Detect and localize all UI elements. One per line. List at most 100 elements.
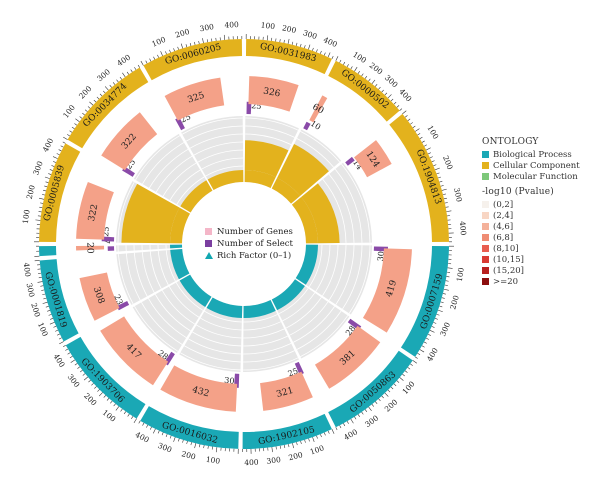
scale-tick: [62, 141, 66, 144]
scale-tick: [357, 70, 360, 74]
outer-ring-GO:0031983: [245, 39, 332, 75]
scale-tick: [40, 285, 44, 287]
scale-label: 200: [174, 27, 190, 40]
scale-tick: [51, 165, 55, 167]
scale-tick: [49, 169, 53, 171]
pvalue-legend-item-3: (6,8]: [482, 232, 600, 243]
inner-grid-line: [155, 155, 193, 193]
scale-tick: [103, 395, 106, 398]
inner-grid-line: [165, 250, 176, 282]
scale-tick: [412, 360, 418, 364]
scale-tick: [53, 325, 57, 328]
scale-tick: [45, 306, 49, 308]
select-bar-GO:0000502: [303, 121, 311, 131]
inner-sector-GO:0098552: [116, 244, 183, 252]
inner-grid-line: [184, 345, 241, 363]
scale-tick: [58, 149, 62, 152]
scale-tick: [428, 152, 431, 155]
scale-tick: [324, 432, 326, 436]
pvalue-legend-swatch: [482, 234, 489, 241]
scale-tick: [399, 108, 403, 111]
scale-tick: [169, 49, 171, 53]
scale-tick: [444, 202, 448, 204]
scale-tick: [62, 344, 66, 348]
scale-label: 300: [31, 160, 44, 177]
scale-tick: [79, 369, 83, 373]
right-legend: ONTOLOGY Biological Process Cellular Comp…: [482, 137, 600, 287]
scale-tick: [442, 293, 446, 295]
scale-tick: [138, 420, 141, 424]
scale-label: 300: [438, 321, 452, 338]
scale-label: 400: [41, 136, 56, 153]
inner-grid-line: [243, 321, 282, 331]
scale-tick: [42, 301, 48, 304]
inner-grid-line: [135, 135, 181, 181]
scale-tick: [437, 309, 443, 313]
scale-tick: [42, 293, 46, 296]
rich-factor-bar-GO:1904813: [301, 183, 340, 244]
scale-tick: [429, 330, 435, 333]
scale-tick: [83, 376, 89, 381]
scale-tick: [443, 197, 447, 200]
inner-grid-line: [200, 317, 242, 331]
scale-tick: [387, 389, 391, 393]
select-label-GO:0016032: 30: [224, 376, 235, 386]
gene-label-GO:0005839: 322: [87, 203, 100, 222]
scale-tick: [364, 75, 368, 79]
rich-base-GO:0098552: [170, 244, 183, 249]
scale-tick: [431, 326, 435, 328]
scale-tick: [98, 392, 103, 397]
gene-bar-GO:0005839: [76, 181, 114, 240]
scale-tick: [50, 318, 54, 320]
rich-base-GO:1902105: [243, 300, 276, 318]
inner-grid-line: [133, 252, 148, 297]
scale-tick: [308, 438, 310, 442]
scale-tick: [94, 386, 97, 389]
scale-tick: [207, 445, 209, 449]
gene-label-GO:0016032: 432: [191, 385, 210, 399]
inner-grid-line: [285, 297, 322, 329]
rich-base-GO:0000502: [271, 177, 301, 204]
scale-label: 300: [383, 73, 400, 89]
scale-label: 400: [22, 262, 33, 278]
scale-tick: [331, 55, 334, 59]
scale-tick: [198, 40, 200, 45]
scale-label: 100: [309, 443, 326, 456]
inner-grid-line: [141, 252, 155, 293]
scale-tick: [60, 145, 64, 148]
scale-tick: [343, 61, 346, 65]
inner-grid-line: [125, 253, 141, 301]
scale-tick: [173, 437, 176, 442]
inner-grid-line: [296, 138, 334, 168]
inner-sector-GO:0016032: [179, 297, 243, 372]
scale-tick: [396, 105, 400, 108]
scale-tick: [43, 297, 47, 300]
scale-tick: [123, 411, 127, 415]
scale-tick: [153, 56, 156, 60]
scale-tick: [93, 99, 97, 103]
scale-tick: [434, 318, 438, 320]
scale-tick: [133, 418, 137, 424]
scale-label: 200: [25, 184, 37, 200]
scale-label: 100: [400, 379, 416, 396]
ontology-legend-label: Biological Process: [493, 149, 572, 160]
inner-grid-line: [243, 314, 278, 323]
select-label-GO:0007159: 30: [376, 251, 386, 262]
scale-tick: [374, 401, 378, 404]
inner-grid-line: [192, 331, 242, 347]
scale-tick: [146, 424, 149, 428]
inner-grid-line: [245, 117, 299, 131]
scale-tick: [374, 84, 378, 87]
inner-grid-line: [196, 324, 242, 339]
outer-ring-GO:0007159: [400, 245, 449, 357]
scale-tick: [70, 359, 76, 363]
inner-sector-GO:0001819: [116, 248, 190, 305]
pvalue-legend-label: (6,8]: [493, 232, 514, 243]
scale-tick: [194, 443, 197, 449]
scale-tick: [283, 444, 286, 449]
scale-tick: [157, 430, 160, 434]
scale-tick: [433, 164, 437, 167]
outer-ring-GO:0034774: [67, 67, 149, 149]
